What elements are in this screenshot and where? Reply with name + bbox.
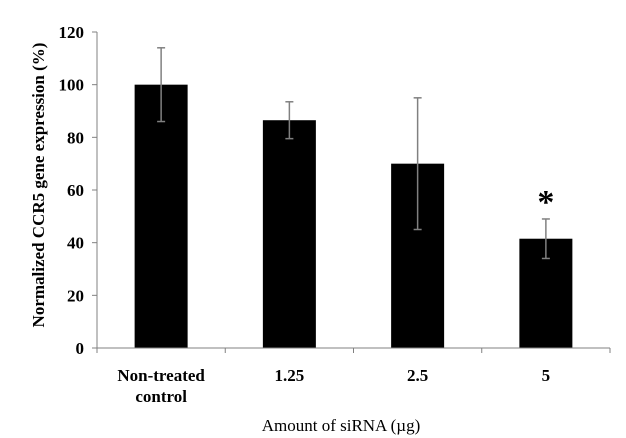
y-tick-label: 20 xyxy=(67,286,84,305)
x-tick-label: 5 xyxy=(542,366,551,385)
bars xyxy=(134,84,573,349)
y-axis: 0 20 40 60 80 100 120 xyxy=(59,23,98,358)
y-tick-label: 60 xyxy=(67,181,84,200)
y-tick-label: 100 xyxy=(59,76,85,95)
bar xyxy=(134,84,188,349)
y-tick-label: 0 xyxy=(76,339,85,358)
y-axis-title: Normalized CCR5 gene expression (%) xyxy=(29,43,48,328)
error-bars xyxy=(157,47,550,260)
x-axis: Non-treated control 1.25 2.5 5 xyxy=(96,347,611,406)
x-tick-label: 2.5 xyxy=(407,366,428,385)
y-tick-label: 80 xyxy=(67,128,84,147)
x-tick-label: 1.25 xyxy=(275,366,305,385)
annotations: * xyxy=(537,184,554,221)
x-tick-label: control xyxy=(135,387,187,406)
x-axis-title: Amount of siRNA (µg) xyxy=(262,416,421,435)
bar xyxy=(262,120,316,348)
y-tick-label: 40 xyxy=(67,234,84,253)
y-tick-label: 120 xyxy=(59,23,85,42)
significance-asterisk: * xyxy=(537,184,554,221)
x-tick-label: Non-treated xyxy=(117,366,205,385)
